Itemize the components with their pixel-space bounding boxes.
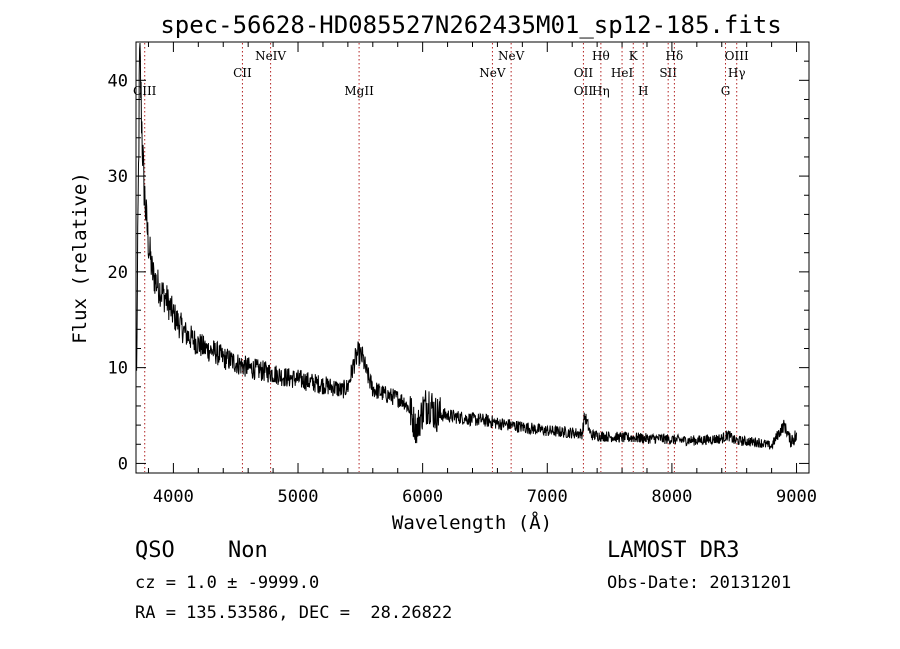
line-label: NeIV (255, 49, 286, 63)
line-label: Hη (592, 84, 610, 98)
line-label: MgII (344, 84, 374, 98)
line-label: NeV (479, 66, 506, 80)
line-label: CIII (133, 84, 157, 98)
line-label: OII (574, 84, 594, 98)
y-axis-label: Flux (relative) (69, 172, 91, 344)
line-label: Hθ (592, 49, 610, 63)
spectrum-line (136, 42, 797, 450)
line-label: NeV (498, 49, 525, 63)
y-tick-label: 0 (118, 454, 128, 474)
line-label: G (721, 84, 731, 98)
axis-ticks: 4000 5000 6000 7000 8000 9000 0 10 20 30 40 (108, 42, 817, 507)
x-axis-label: Wavelength (Å) (392, 511, 552, 534)
spectrum-series (136, 42, 797, 450)
redshift-readout: cz = 1.0 ± -9999.0 (135, 573, 320, 593)
line-label: OIII (725, 49, 749, 63)
survey-name: LAMOST DR3 (607, 538, 740, 563)
coordinates: RA = 135.53586, DEC = 28.26822 (135, 603, 453, 623)
line-label: CII (233, 66, 252, 80)
line-label: Hδ (666, 49, 684, 63)
plot-frame (135, 41, 810, 474)
object-subclass: Non (228, 538, 268, 563)
x-tick-label: 7000 (527, 487, 568, 507)
x-tick-label: 5000 (278, 487, 319, 507)
object-class: QSO (135, 538, 175, 563)
x-tick-label: 6000 (402, 487, 443, 507)
y-tick-label: 30 (108, 167, 128, 187)
chart-title: spec-56628-HD085527N262435M01_sp12-185.f… (160, 11, 781, 39)
y-tick-label: 40 (108, 71, 128, 91)
line-label: OII (574, 66, 594, 80)
x-tick-label: 4000 (153, 487, 194, 507)
x-tick-label: 9000 (776, 487, 817, 507)
line-label: Hγ (728, 66, 746, 80)
line-label: SII (659, 66, 677, 80)
line-label: K (629, 49, 639, 63)
x-tick-label: 8000 (651, 487, 692, 507)
line-label: HeI (611, 66, 634, 80)
y-tick-label: 10 (108, 359, 128, 379)
line-label: H (638, 84, 648, 98)
obs-date: Obs-Date: 20131201 (607, 573, 792, 593)
y-tick-label: 20 (108, 263, 128, 283)
